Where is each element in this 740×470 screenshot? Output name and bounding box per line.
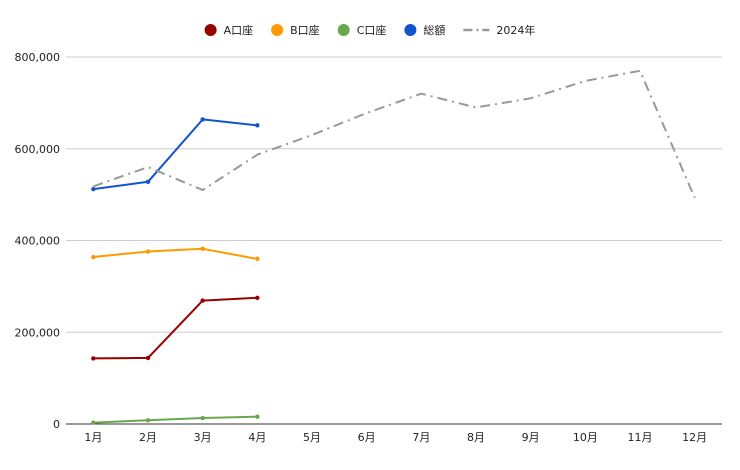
data-point	[145, 249, 151, 254]
y-tick-label: 800,000	[15, 51, 61, 64]
data-point	[200, 298, 205, 303]
x-tick-label: 7月	[412, 431, 430, 444]
legend-item-2: C口座	[337, 23, 387, 37]
x-tick-label: 11月	[628, 431, 653, 444]
series-line-0	[93, 296, 258, 360]
series-line-3	[93, 118, 258, 191]
data-point	[255, 256, 260, 262]
legend-swatch	[337, 24, 350, 36]
x-tick-label: 8月	[467, 431, 485, 444]
data-point	[255, 295, 260, 301]
data-point	[255, 414, 260, 419]
series-line-1	[93, 247, 258, 260]
y-tick-label: 600,000	[15, 143, 61, 156]
data-point	[255, 123, 260, 128]
y-axis-ticks: 0 200,000 400,000 600,000 800,000	[15, 51, 61, 431]
data-point	[145, 179, 151, 184]
legend-item-4: 2024年	[463, 23, 535, 37]
legend-label: C口座	[357, 23, 387, 37]
series-line-2	[93, 415, 258, 424]
legend-item-0: A口座	[204, 23, 254, 37]
x-tick-label: 9月	[522, 431, 540, 444]
data-point	[145, 355, 151, 361]
data-point	[91, 356, 96, 361]
x-tick-label: 3月	[194, 431, 212, 444]
x-tick-label: 1月	[84, 431, 102, 444]
x-tick-label: 12月	[682, 431, 707, 444]
data-point	[200, 246, 205, 251]
series-line-4	[92, 69, 696, 199]
y-tick-label: 200,000	[15, 326, 61, 339]
legend-swatch	[271, 24, 284, 36]
data-point	[145, 418, 151, 423]
data-point	[91, 420, 96, 425]
data-point	[91, 186, 96, 192]
legend-label: 総額	[423, 23, 445, 37]
legend-swatch	[204, 24, 217, 36]
legend-label: 2024年	[496, 23, 535, 37]
x-tick-label: 2月	[139, 431, 157, 444]
x-tick-label: 4月	[248, 431, 266, 444]
data-point	[200, 415, 205, 421]
y-tick-label: 400,000	[15, 235, 61, 248]
x-tick-label: 6月	[358, 431, 376, 444]
x-tick-label: 5月	[303, 431, 321, 444]
data-point	[91, 254, 96, 260]
legend-swatch	[404, 24, 417, 36]
x-tick-label: 10月	[573, 431, 598, 444]
series-lines	[91, 69, 696, 425]
legend: A口座 B口座 C口座 総額 2024年	[204, 23, 535, 37]
legend-label: B口座	[290, 23, 320, 37]
gridlines	[66, 56, 722, 425]
legend-item-1: B口座	[271, 23, 320, 37]
y-tick-label: 0	[53, 418, 60, 431]
legend-item-3: 総額	[404, 23, 445, 37]
legend-label: A口座	[224, 23, 254, 37]
x-axis-ticks: 1月 2月 3月 4月 5月 6月 7月 8月 9月 10月 11月 12月	[84, 431, 707, 444]
data-point	[200, 117, 205, 122]
